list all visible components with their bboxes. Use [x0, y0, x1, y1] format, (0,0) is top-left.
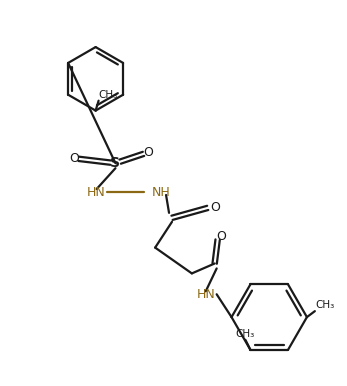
Text: HN: HN	[87, 186, 105, 198]
Text: O: O	[211, 201, 221, 214]
Text: O: O	[69, 152, 79, 165]
Text: CH₃: CH₃	[99, 90, 118, 100]
Text: HN: HN	[197, 288, 215, 301]
Text: S: S	[110, 156, 120, 170]
Text: O: O	[143, 146, 153, 159]
Text: CH₃: CH₃	[236, 329, 255, 339]
Text: CH₃: CH₃	[316, 300, 335, 310]
Text: O: O	[217, 230, 227, 243]
Text: NH: NH	[152, 186, 171, 198]
